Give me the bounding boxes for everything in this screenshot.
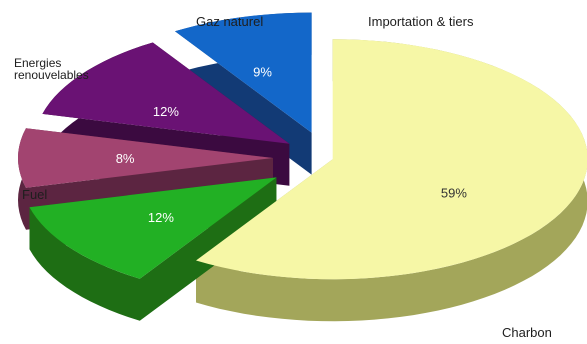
slice-label-energies-renouvelables: Energies renouvelables xyxy=(14,56,89,82)
slice-label-gaz-naturel: Gaz naturel xyxy=(196,14,264,29)
slice-value-fuel: 12% xyxy=(148,210,174,225)
slice-gaz-naturel xyxy=(42,42,290,144)
slice-energies-renouvelables xyxy=(18,128,274,188)
slice-importation-tiers xyxy=(175,12,312,133)
slice-value-energies-renouvelables: 8% xyxy=(116,151,135,166)
slice-charbon xyxy=(196,39,587,280)
percentage-labels: 59% 12% 8% 12% 9% xyxy=(116,64,468,225)
slice-fuel xyxy=(29,177,277,279)
slice-tops xyxy=(18,12,587,280)
slice-label-importation: Importation & tiers xyxy=(368,14,474,29)
slice-value-charbon: 59% xyxy=(441,186,467,201)
slice-side-charbon xyxy=(196,39,587,322)
slice-value-importation-tiers: 9% xyxy=(253,64,272,79)
slice-label-fuel: Fuel xyxy=(22,187,48,202)
slice-label-charbon: Charbon xyxy=(502,325,552,340)
slice-value-gaz-naturel: 12% xyxy=(153,104,179,119)
